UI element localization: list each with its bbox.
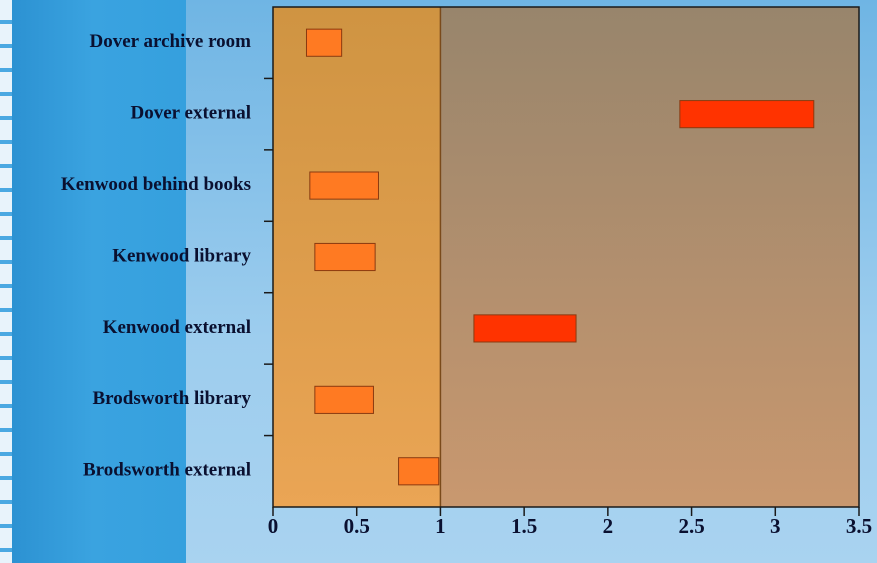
slide-edge-stripes	[0, 0, 12, 563]
category-label: Kenwood library	[112, 245, 251, 266]
x-tick-label: 3	[770, 514, 781, 538]
range-bar-4	[314, 242, 376, 272]
range-bar-3	[309, 171, 379, 200]
range-bar-5	[473, 314, 577, 343]
category-label: Kenwood behind books	[61, 174, 251, 195]
x-tick-label: 3.5	[846, 514, 872, 538]
category-label: Kenwood external	[103, 317, 251, 338]
range-bar-6	[314, 385, 374, 414]
range-bar-1	[305, 28, 343, 57]
category-label: Brodsworth library	[92, 388, 251, 409]
x-tick-label: 1.5	[511, 514, 537, 538]
category-label: Dover external	[131, 103, 251, 124]
x-tick-label: 2	[603, 514, 614, 538]
x-tick-label: 0.5	[344, 514, 370, 538]
plot-border	[272, 6, 860, 508]
x-tick-label: 0	[268, 514, 279, 538]
range-bar-2	[679, 100, 815, 129]
x-tick-label: 1	[435, 514, 446, 538]
range-bar-7	[398, 457, 440, 486]
slide-background-left	[0, 0, 186, 563]
x-tick-label: 2.5	[678, 514, 704, 538]
category-label: Brodsworth external	[83, 460, 251, 481]
category-label: Dover archive room	[90, 31, 252, 52]
